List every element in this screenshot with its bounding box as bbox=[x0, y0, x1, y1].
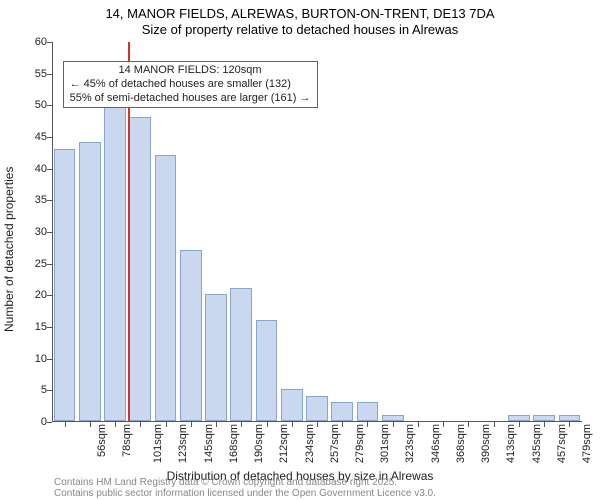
bar bbox=[129, 117, 151, 421]
y-tick-line bbox=[47, 390, 52, 391]
y-tick-label: 50 bbox=[7, 99, 47, 111]
x-tick-line bbox=[267, 422, 268, 427]
x-tick-label: 390sqm bbox=[480, 424, 492, 463]
x-tick-line bbox=[216, 422, 217, 427]
bar bbox=[331, 402, 353, 421]
y-tick-line bbox=[47, 422, 52, 423]
x-tick-line bbox=[292, 422, 293, 427]
x-tick-label: 56sqm bbox=[96, 424, 108, 457]
bar bbox=[155, 155, 177, 421]
plot-area: 05101520253035404550556056sqm78sqm101sqm… bbox=[52, 42, 582, 422]
x-tick-label: 368sqm bbox=[455, 424, 467, 463]
info-box: 14 MANOR FIELDS: 120sqm← 45% of detached… bbox=[63, 61, 318, 108]
y-tick-line bbox=[47, 264, 52, 265]
x-tick-label: 101sqm bbox=[152, 424, 164, 463]
x-tick-label: 301sqm bbox=[379, 424, 391, 463]
bar bbox=[357, 402, 379, 421]
y-tick-line bbox=[47, 169, 52, 170]
y-tick-line bbox=[47, 42, 52, 43]
y-tick-line bbox=[47, 105, 52, 106]
y-tick-line bbox=[47, 74, 52, 75]
x-tick-label: 212sqm bbox=[278, 424, 290, 463]
x-tick-line bbox=[544, 422, 545, 427]
y-tick-line bbox=[47, 137, 52, 138]
y-tick-label: 60 bbox=[7, 36, 47, 48]
y-tick-label: 0 bbox=[7, 416, 47, 428]
x-tick-line bbox=[468, 422, 469, 427]
bar bbox=[281, 389, 303, 421]
x-tick-label: 435sqm bbox=[531, 424, 543, 463]
x-tick-line bbox=[519, 422, 520, 427]
y-tick-label: 35 bbox=[7, 194, 47, 206]
bar bbox=[54, 149, 76, 421]
x-tick-line bbox=[317, 422, 318, 427]
x-tick-line bbox=[166, 422, 167, 427]
y-axis-label: Number of detached properties bbox=[2, 167, 16, 332]
x-tick-label: 123sqm bbox=[177, 424, 189, 463]
x-tick-line bbox=[115, 422, 116, 427]
x-tick-label: 257sqm bbox=[329, 424, 341, 463]
x-tick-label: 168sqm bbox=[228, 424, 240, 463]
footnote-line2: Contains public sector information licen… bbox=[54, 488, 436, 499]
x-tick-line bbox=[569, 422, 570, 427]
y-tick-label: 40 bbox=[7, 163, 47, 175]
x-tick-line bbox=[393, 422, 394, 427]
y-tick-line bbox=[47, 327, 52, 328]
y-tick-line bbox=[47, 295, 52, 296]
x-tick-line bbox=[65, 422, 66, 427]
x-tick-line bbox=[90, 422, 91, 427]
x-tick-label: 234sqm bbox=[304, 424, 316, 463]
y-tick-line bbox=[47, 232, 52, 233]
y-tick-label: 30 bbox=[7, 226, 47, 238]
x-tick-label: 346sqm bbox=[430, 424, 442, 463]
y-tick-label: 10 bbox=[7, 353, 47, 365]
x-tick-line bbox=[494, 422, 495, 427]
y-tick-label: 20 bbox=[7, 289, 47, 301]
chart-title-line2: Size of property relative to detached ho… bbox=[0, 22, 600, 37]
x-tick-line bbox=[191, 422, 192, 427]
bar bbox=[559, 415, 581, 421]
bar bbox=[104, 104, 126, 421]
x-tick-line bbox=[418, 422, 419, 427]
bar bbox=[508, 415, 530, 421]
bar bbox=[180, 250, 202, 421]
info-box-line: ← 45% of detached houses are smaller (13… bbox=[70, 78, 311, 92]
y-tick-line bbox=[47, 359, 52, 360]
x-tick-label: 279sqm bbox=[354, 424, 366, 463]
bar bbox=[306, 396, 328, 421]
x-tick-label: 457sqm bbox=[556, 424, 568, 463]
x-tick-label: 78sqm bbox=[121, 424, 133, 457]
y-tick-label: 15 bbox=[7, 321, 47, 333]
bar bbox=[205, 294, 227, 421]
x-tick-label: 479sqm bbox=[581, 424, 593, 463]
y-tick-line bbox=[47, 200, 52, 201]
x-tick-line bbox=[140, 422, 141, 427]
footnote-line1: Contains HM Land Registry data © Crown c… bbox=[54, 477, 397, 488]
bar bbox=[79, 142, 101, 421]
chart-root: 14, MANOR FIELDS, ALREWAS, BURTON-ON-TRE… bbox=[0, 0, 600, 500]
bar bbox=[533, 415, 555, 421]
x-tick-line bbox=[342, 422, 343, 427]
info-box-line: 14 MANOR FIELDS: 120sqm bbox=[70, 64, 311, 78]
y-tick-label: 25 bbox=[7, 258, 47, 270]
x-tick-label: 413sqm bbox=[506, 424, 518, 463]
bar bbox=[382, 415, 404, 421]
x-tick-line bbox=[241, 422, 242, 427]
chart-title-line1: 14, MANOR FIELDS, ALREWAS, BURTON-ON-TRE… bbox=[0, 6, 600, 21]
y-tick-label: 5 bbox=[7, 384, 47, 396]
x-tick-label: 190sqm bbox=[253, 424, 265, 463]
x-tick-line bbox=[367, 422, 368, 427]
y-tick-label: 45 bbox=[7, 131, 47, 143]
x-tick-label: 145sqm bbox=[203, 424, 215, 463]
bar bbox=[256, 320, 278, 421]
info-box-line: 55% of semi-detached houses are larger (… bbox=[70, 92, 311, 106]
x-tick-label: 323sqm bbox=[405, 424, 417, 463]
y-tick-label: 55 bbox=[7, 68, 47, 80]
bar bbox=[230, 288, 252, 421]
x-tick-line bbox=[443, 422, 444, 427]
